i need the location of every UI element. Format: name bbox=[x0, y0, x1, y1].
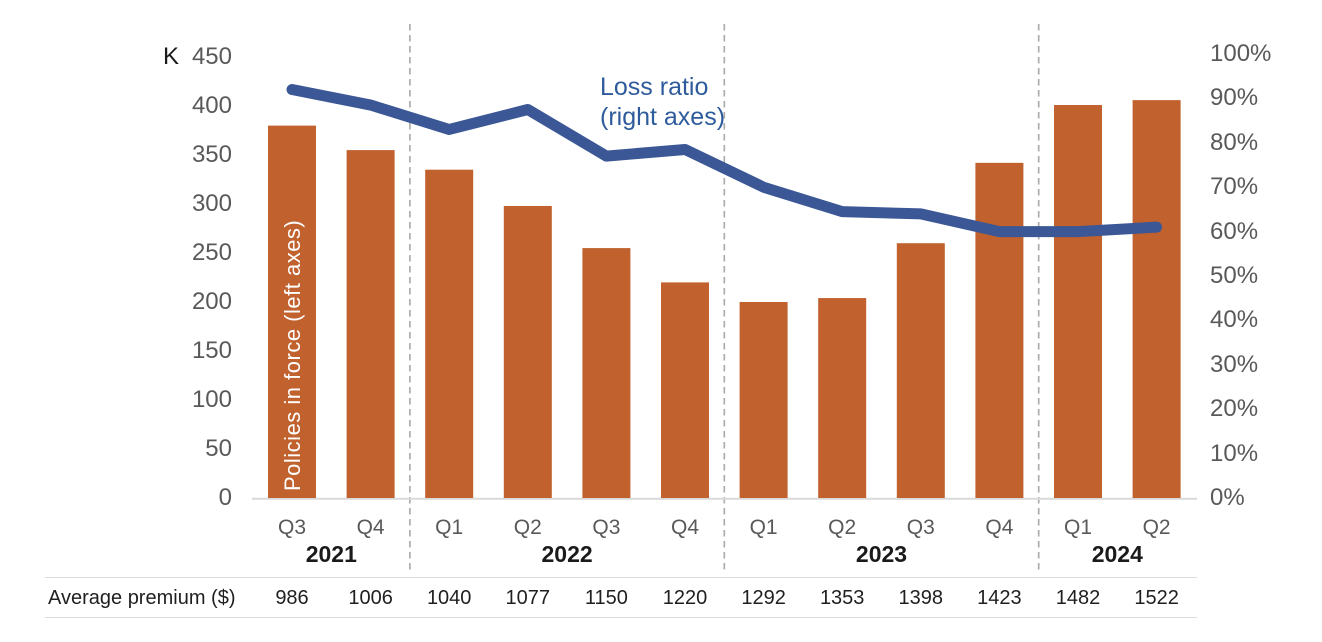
bar-q3-0 bbox=[268, 125, 316, 498]
bar-q4-9 bbox=[975, 162, 1024, 498]
right-axis-tick: 0% bbox=[1210, 484, 1245, 511]
x-tick-label: Q1 bbox=[749, 516, 778, 539]
table-value-cell: 1398 bbox=[898, 587, 944, 609]
right-axis-tick: 70% bbox=[1210, 173, 1259, 201]
table-value-cell: 1423 bbox=[977, 587, 1022, 609]
right-axis-tick: 80% bbox=[1210, 128, 1259, 156]
bar-q1-2 bbox=[425, 169, 474, 498]
table-value-cell: 986 bbox=[275, 587, 309, 609]
bar-q2-3 bbox=[503, 205, 552, 498]
left-axis-tick: 300 bbox=[191, 190, 232, 217]
table-top-border bbox=[45, 577, 1197, 578]
left-axis-tick: 0 bbox=[218, 484, 232, 511]
x-tick-label: Q2 bbox=[1142, 516, 1171, 539]
left-axis-tick: 200 bbox=[191, 288, 232, 315]
right-axis-tick: 20% bbox=[1210, 395, 1259, 423]
right-axis-tick: 30% bbox=[1210, 350, 1259, 378]
year-label: 2024 bbox=[1091, 541, 1143, 567]
year-label: 2022 bbox=[541, 541, 593, 567]
table-value-cell: 1006 bbox=[348, 587, 393, 609]
left-axis-tick: 50 bbox=[205, 435, 232, 462]
x-tick-label: Q4 bbox=[985, 516, 1014, 539]
table-value-cell: 1040 bbox=[426, 587, 472, 609]
bar-q1-6 bbox=[739, 302, 788, 498]
x-tick-label: Q2 bbox=[828, 516, 857, 539]
table-bottom-border bbox=[45, 617, 1197, 618]
bar-q2-11 bbox=[1132, 100, 1181, 499]
table-value-cell: 1220 bbox=[662, 587, 708, 609]
x-tick-label: Q2 bbox=[513, 516, 542, 539]
table-value-cell: 1522 bbox=[1134, 587, 1179, 609]
table-row-label: Average premium ($) bbox=[48, 587, 236, 609]
year-label: 2023 bbox=[855, 541, 908, 567]
right-axis-tick: 10% bbox=[1210, 439, 1259, 467]
right-axis-tick: 90% bbox=[1210, 84, 1259, 112]
bar-q4-5 bbox=[661, 282, 709, 498]
right-axis-tick: 100% bbox=[1210, 40, 1272, 67]
bar-series-annotation: Policies in force (left axes) bbox=[280, 219, 305, 491]
left-axis-tick: 100 bbox=[191, 386, 232, 413]
x-tick-label: Q1 bbox=[435, 516, 464, 539]
x-tick-label: Q3 bbox=[592, 516, 621, 539]
left-axis-unit: K bbox=[162, 43, 179, 70]
x-tick-label: Q3 bbox=[906, 516, 935, 539]
table-value-cell: 1292 bbox=[741, 587, 786, 609]
left-axis-tick: 350 bbox=[191, 141, 232, 168]
table-value-cell: 1150 bbox=[584, 587, 628, 609]
year-label: 2021 bbox=[305, 541, 357, 567]
right-axis-tick: 50% bbox=[1210, 262, 1259, 289]
right-axis-tick: 60% bbox=[1210, 217, 1259, 245]
bar-q3-4 bbox=[582, 248, 631, 498]
bar-q4-1 bbox=[346, 150, 395, 498]
left-axis-tick: 450 bbox=[191, 43, 232, 70]
left-axis-tick: 400 bbox=[191, 92, 232, 119]
x-tick-label: Q1 bbox=[1063, 516, 1092, 539]
table-value-cell: 1482 bbox=[1055, 587, 1101, 609]
bar-q2-7 bbox=[818, 298, 867, 498]
table-value-cell: 1077 bbox=[505, 587, 551, 609]
loss-ratio-line bbox=[286, 84, 1163, 238]
right-axis-tick: 40% bbox=[1210, 306, 1259, 334]
table-value-cell: 1353 bbox=[819, 587, 865, 609]
x-tick-label: Q4 bbox=[670, 516, 699, 539]
x-tick-label: Q4 bbox=[356, 516, 385, 539]
line-series-annotation: Loss ratio (right axes) bbox=[600, 73, 726, 131]
x-tick-label: Q3 bbox=[277, 516, 306, 539]
left-axis-tick: 250 bbox=[191, 239, 232, 266]
left-axis-tick: 150 bbox=[191, 337, 232, 364]
bar-q1-10 bbox=[1054, 105, 1102, 499]
bar-q3-8 bbox=[896, 243, 945, 498]
